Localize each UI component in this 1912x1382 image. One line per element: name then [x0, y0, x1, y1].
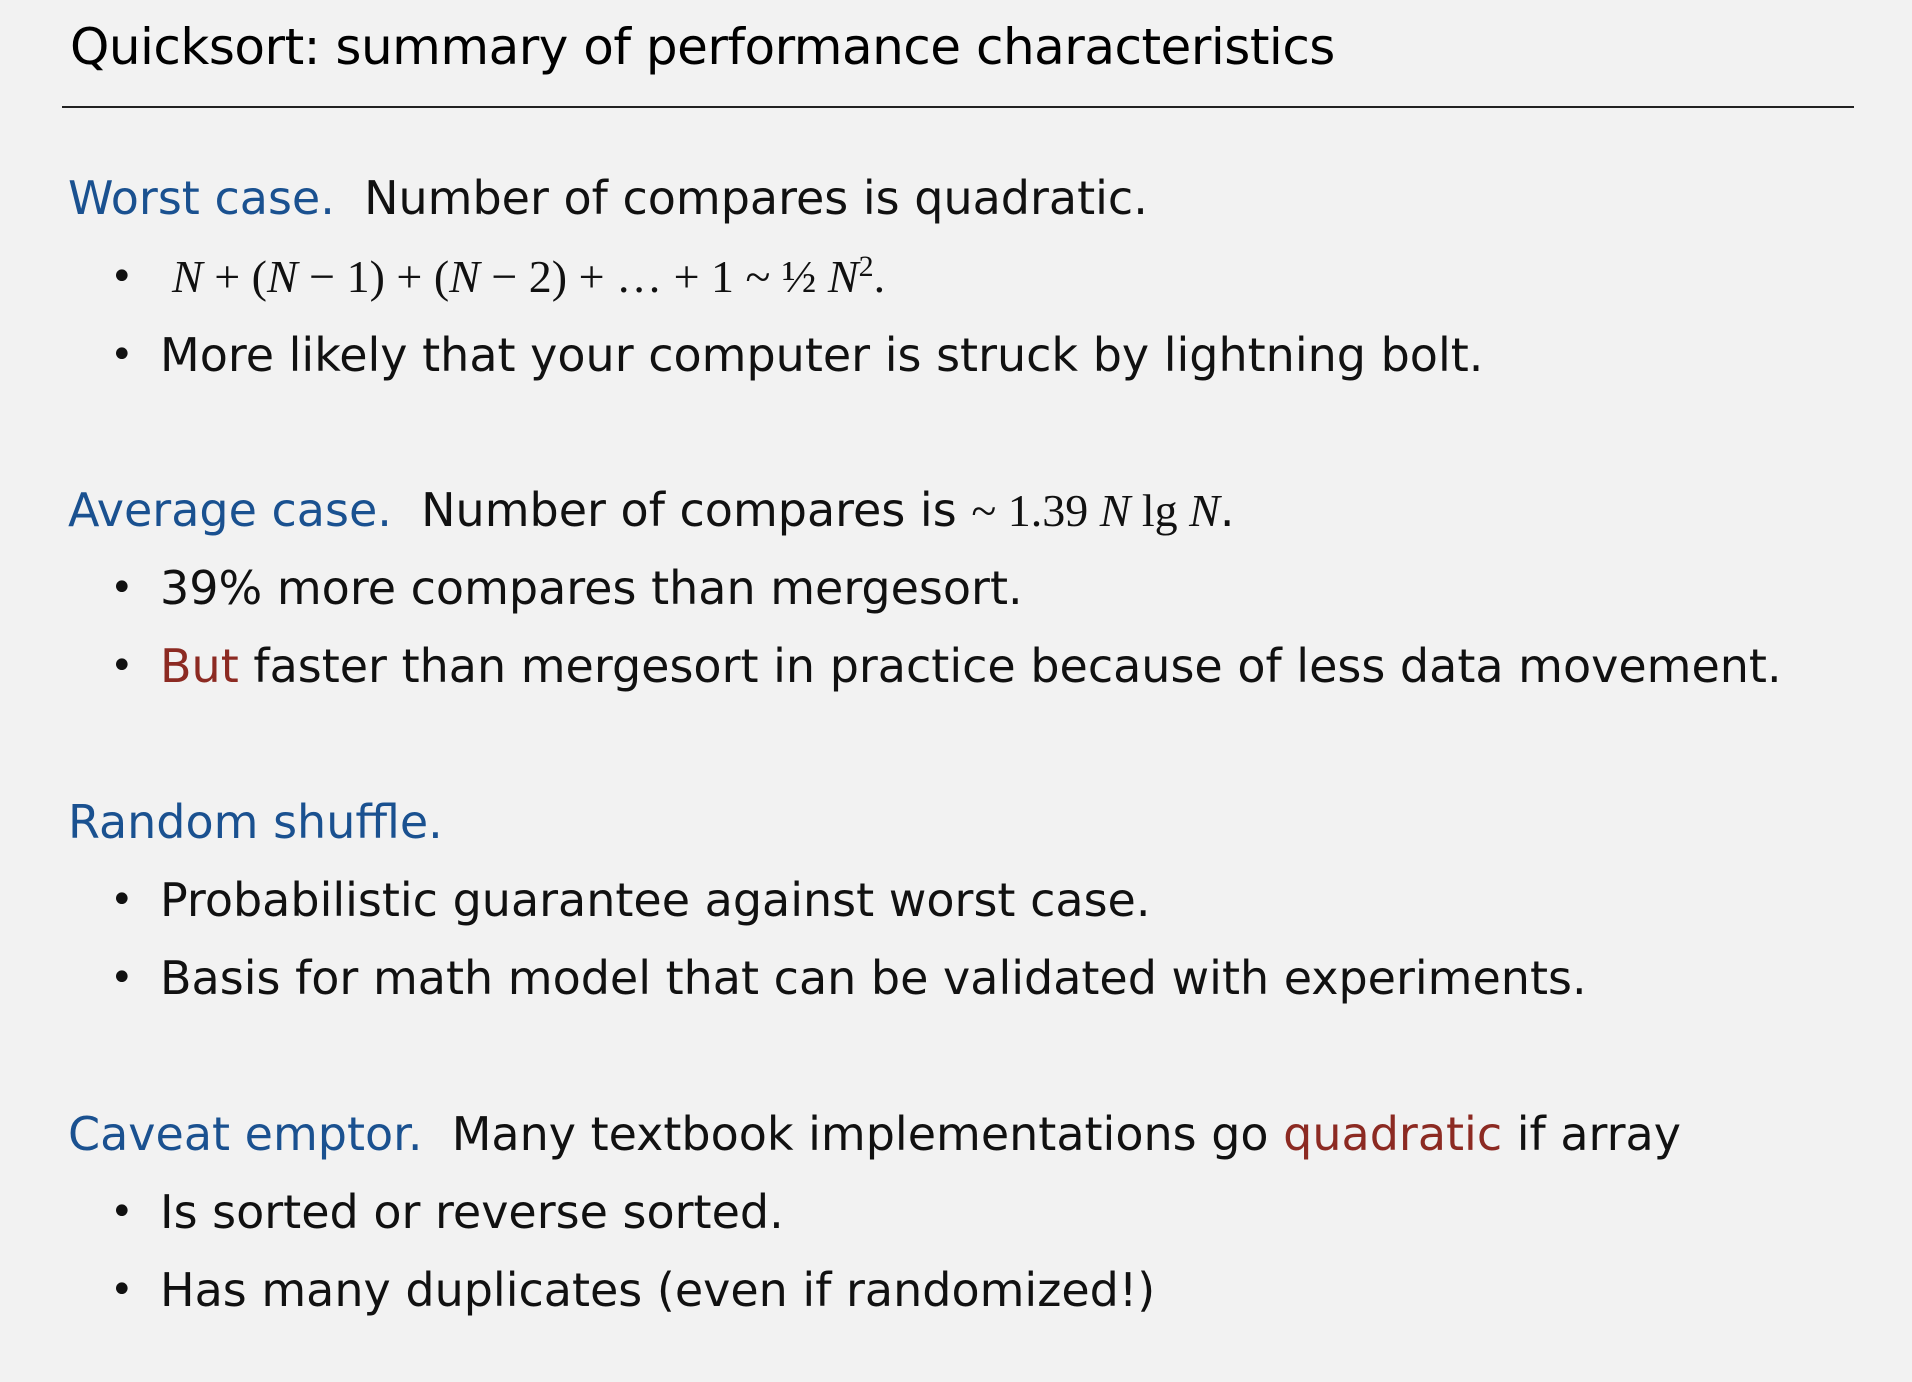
average-case-bullet-1: 39% more compares than mergesort. [160, 561, 1023, 615]
formula-part: . [873, 251, 886, 302]
average-case-bullet-2: But faster than mergesort in practice be… [160, 636, 1782, 696]
bullet-marker: • [110, 254, 134, 300]
average-case-bullet-2-rest: faster than mergesort in practice becaus… [238, 639, 1782, 693]
caveat-emptor-line: Caveat emptor. Many textbook implementat… [68, 1104, 1681, 1164]
bullet-marker: • [110, 955, 134, 1001]
worst-case-line: Worst case. Number of compares is quadra… [68, 168, 1148, 228]
bullet-marker: • [110, 565, 134, 611]
quadratic-emphasis: quadratic [1283, 1107, 1503, 1161]
random-shuffle-bullet-1: Probabilistic guarantee against worst ca… [160, 873, 1151, 927]
formula-n: N [1099, 485, 1131, 536]
caveat-text-before: Many textbook implementations go [451, 1107, 1284, 1161]
bullet-marker: • [110, 332, 134, 378]
formula-exponent: 2 [858, 250, 874, 283]
average-case-text: Number of compares is [421, 483, 972, 537]
formula-n: N [827, 251, 859, 302]
random-shuffle-bullet-2: Basis for math model that can be validat… [160, 951, 1587, 1005]
random-shuffle-heading: Random shuffle. [68, 795, 443, 849]
formula-part: + ( [202, 251, 267, 302]
formula-part: − 2) + … + 1 ~ ½ [479, 251, 817, 302]
formula-part: − 1) + ( [297, 251, 450, 302]
caveat-text-after: if array [1502, 1107, 1681, 1161]
bullet-marker: • [110, 1189, 134, 1235]
title-divider [62, 106, 1854, 108]
caveat-emptor-heading: Caveat emptor. [68, 1107, 423, 1161]
worst-case-bullet-2: More likely that your computer is struck… [160, 328, 1484, 382]
but-emphasis: But [160, 639, 239, 693]
formula-n: N [1189, 485, 1220, 536]
average-case-line: Average case. Number of compares is ~ 1.… [68, 480, 1234, 541]
worst-case-text: Number of compares is quadratic. [364, 171, 1148, 225]
formula-period: . [1219, 483, 1235, 537]
formula-part: ~ 1.39 [971, 485, 1100, 536]
caveat-bullet-1: Is sorted or reverse sorted. [160, 1185, 784, 1239]
formula-n: N [266, 251, 298, 302]
formula-n: N [449, 251, 480, 302]
bullet-marker: • [110, 877, 134, 923]
bullet-marker: • [110, 643, 134, 689]
random-shuffle-line: Random shuffle. [68, 792, 443, 852]
worst-case-formula: N + (N − 1) + (N − 2) + … + 1 ~ ½ N2. [172, 247, 885, 307]
slide-title: Quicksort: summary of performance charac… [70, 18, 1335, 76]
formula-part: lg [1130, 485, 1190, 536]
bullet-marker: • [110, 1267, 134, 1313]
average-case-formula: ~ 1.39 N lg N [971, 485, 1220, 536]
formula-n: N [172, 251, 203, 302]
average-case-heading: Average case. [68, 483, 392, 537]
worst-case-heading: Worst case. [68, 171, 335, 225]
caveat-bullet-2: Has many duplicates (even if randomized!… [160, 1263, 1156, 1317]
